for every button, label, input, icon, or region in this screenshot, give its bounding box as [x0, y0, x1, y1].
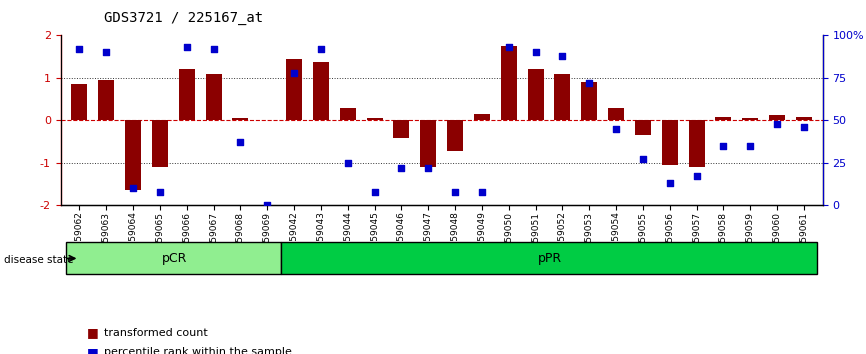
Point	[368, 189, 382, 195]
Point	[341, 160, 355, 166]
Point	[770, 121, 784, 127]
Bar	[152, 120, 168, 167]
Bar	[742, 118, 759, 120]
Point	[126, 185, 140, 191]
Bar	[608, 108, 624, 120]
Bar	[474, 114, 490, 120]
Text: ■: ■	[87, 326, 99, 339]
Point	[743, 143, 757, 149]
Bar	[125, 120, 141, 190]
Point	[422, 165, 436, 171]
Point	[555, 53, 569, 59]
Bar	[232, 118, 249, 120]
Bar	[71, 84, 87, 120]
Bar	[769, 115, 785, 120]
Bar	[796, 117, 812, 120]
Point	[636, 156, 650, 162]
Bar	[688, 120, 705, 167]
Text: percentile rank within the sample: percentile rank within the sample	[104, 347, 292, 354]
Bar	[581, 82, 598, 120]
Point	[716, 143, 730, 149]
Bar	[420, 120, 436, 167]
Point	[689, 173, 703, 179]
Point	[100, 50, 113, 55]
Point	[797, 124, 811, 130]
Bar	[178, 69, 195, 120]
Text: disease state: disease state	[4, 255, 74, 265]
Bar	[339, 108, 356, 120]
Point	[395, 165, 409, 171]
FancyBboxPatch shape	[281, 242, 818, 274]
Bar	[393, 120, 410, 138]
Point	[662, 181, 676, 186]
Bar	[662, 120, 678, 165]
Bar	[527, 69, 544, 120]
Point	[582, 80, 596, 86]
Bar	[366, 118, 383, 120]
Bar	[554, 74, 571, 120]
Point	[314, 46, 328, 52]
Bar	[635, 120, 651, 135]
Point	[234, 139, 248, 145]
Point	[153, 189, 167, 195]
Point	[609, 126, 623, 132]
Point	[501, 45, 515, 50]
Point	[207, 46, 221, 52]
Text: transformed count: transformed count	[104, 328, 208, 338]
Point	[261, 202, 275, 208]
Point	[448, 189, 462, 195]
Bar	[286, 59, 302, 120]
Text: ■: ■	[87, 346, 99, 354]
Text: GDS3721 / 225167_at: GDS3721 / 225167_at	[104, 11, 263, 25]
Bar	[715, 117, 732, 120]
Point	[180, 45, 194, 50]
Bar	[447, 120, 463, 151]
Bar	[98, 80, 114, 120]
Text: pPR: pPR	[539, 252, 562, 265]
Point	[73, 46, 87, 52]
Bar	[205, 74, 222, 120]
Bar	[501, 46, 517, 120]
Point	[528, 50, 542, 55]
Point	[475, 189, 488, 195]
Point	[288, 70, 301, 76]
Bar	[313, 62, 329, 120]
Text: pCR: pCR	[162, 252, 187, 265]
FancyBboxPatch shape	[66, 242, 281, 274]
